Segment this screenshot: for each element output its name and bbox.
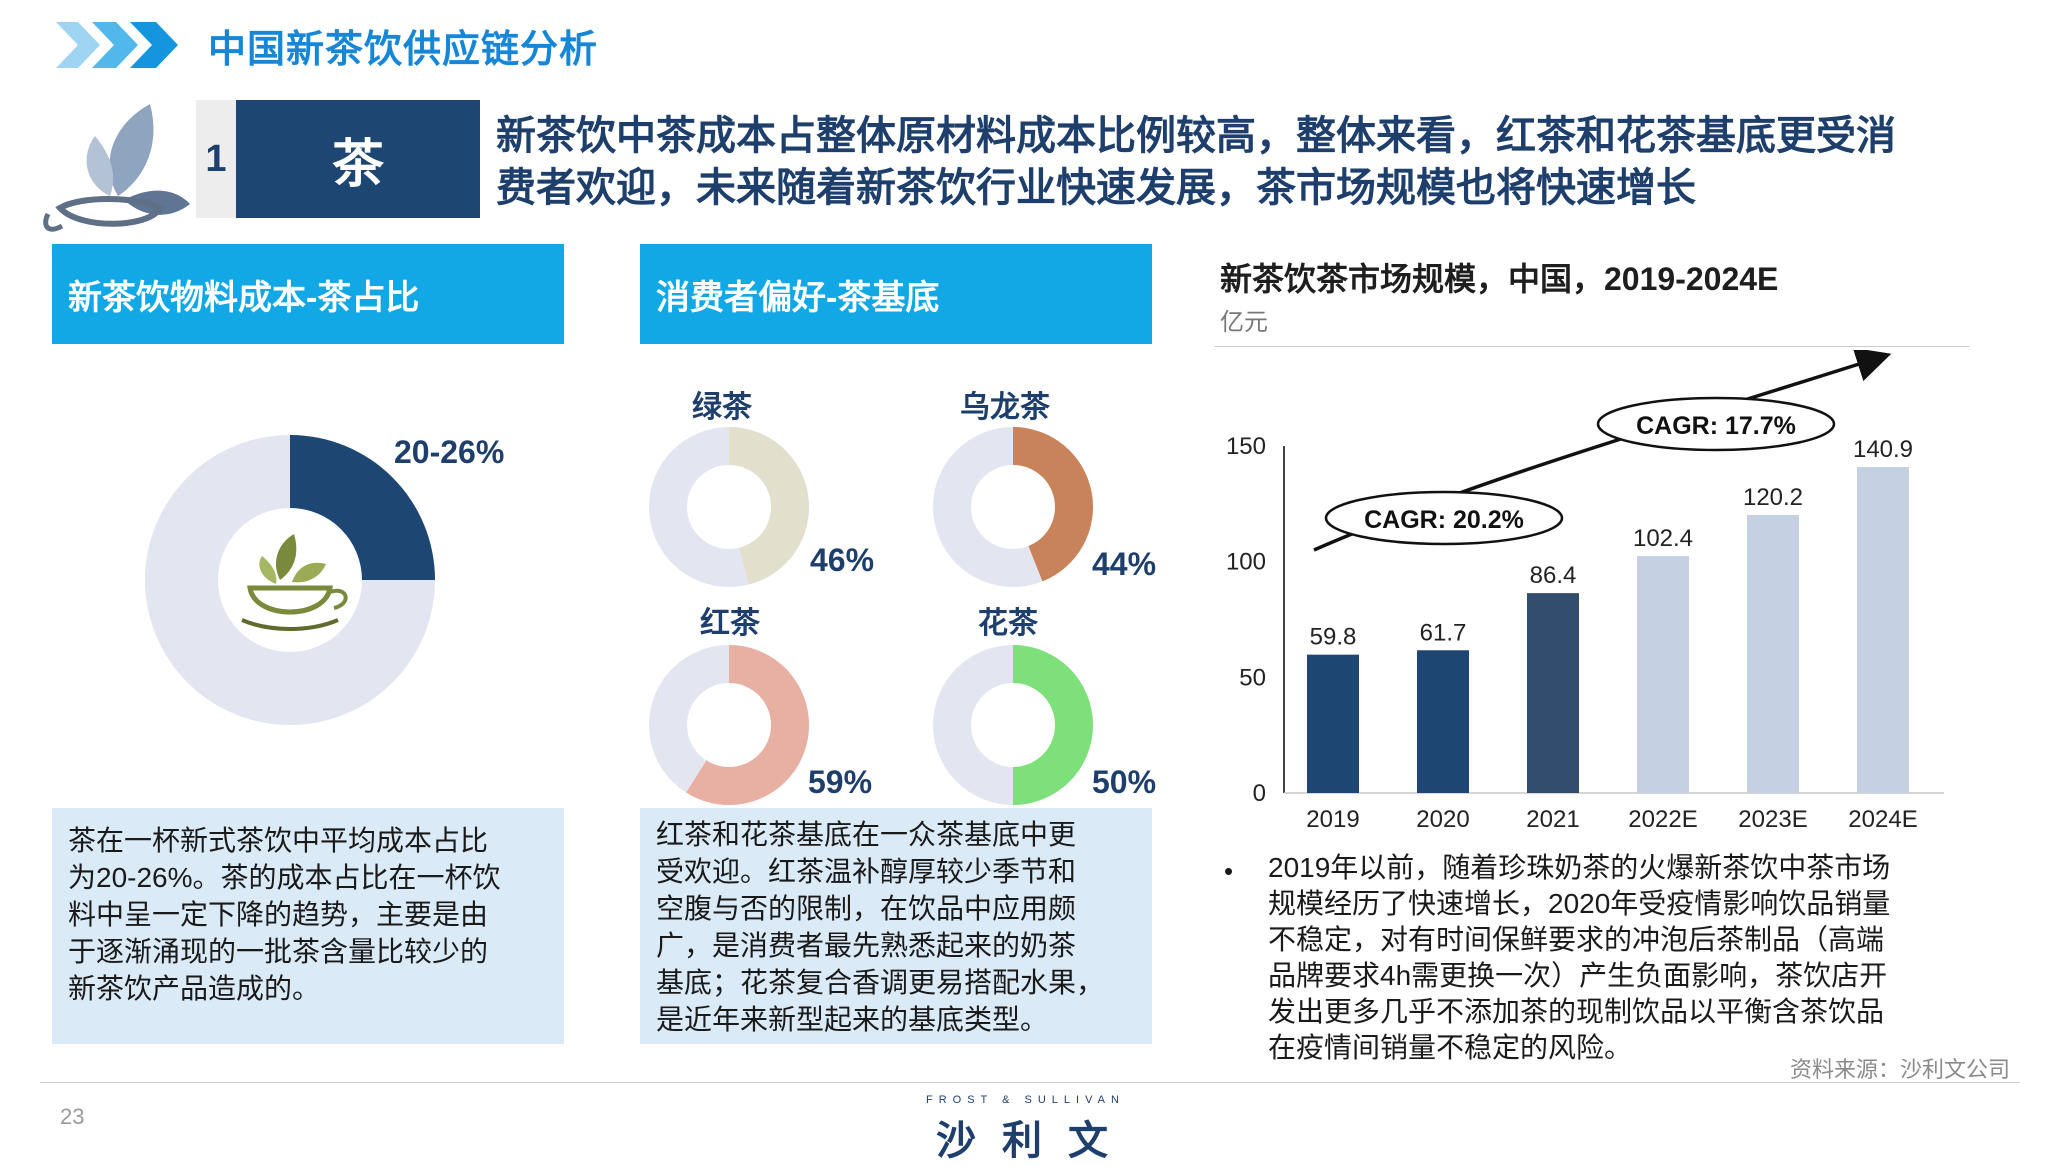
donut-pct-green-tea: 46% (810, 542, 875, 578)
panel2-text-line: 是近年来新型起来的基底类型。 (656, 1004, 1049, 1035)
donut-black-tea (649, 645, 809, 805)
bar-2020 (1417, 650, 1469, 793)
page-title: 中国新茶饮供应链分析 (208, 29, 599, 71)
commentary-line: 在疫情间销量不稳定的风险。 (1268, 1032, 1633, 1063)
cagr-label-2: CAGR: 17.7% (1636, 412, 1796, 440)
panel2-text-line: 受欢迎。红茶温补醇厚较少季节和 (656, 856, 1077, 887)
x-tick-label: 2024E (1848, 806, 1917, 833)
donut-label-black-tea: 红茶 (700, 607, 760, 640)
bar-2024E (1857, 467, 1909, 793)
donut-label-flower-tea: 花茶 (978, 607, 1038, 640)
market-size-bar-chart: 0 50 100 150 2019 2020 2021 2022E 2023E 2024E 59… (1226, 350, 1944, 833)
panel1-text-line: 于逐渐涌现的一批茶含量比较少的 (68, 936, 489, 967)
headline-line-2: 费者欢迎，未来随着新茶饮行业快速发展，茶市场规模也将快速增长 (496, 166, 1696, 210)
logo-english: FROST & SULLIVAN (926, 1094, 1125, 1106)
tea-leaf-logo-icon (43, 104, 190, 232)
donut-flower-tea (933, 645, 1093, 805)
panel1-text-line: 茶在一杯新式茶饮中平均成本占比 (68, 825, 489, 856)
bar-2021 (1527, 593, 1579, 793)
bar-2023E (1747, 514, 1799, 793)
donut-label-green-tea: 绿茶 (692, 391, 752, 424)
cagr-ellipse-2 (1596, 396, 1836, 452)
teacup-icon (241, 534, 348, 631)
bar-2019 (1307, 654, 1359, 793)
bar-value-label: 59.8 (1310, 624, 1357, 651)
page-number: 23 (60, 1104, 85, 1129)
bullet-dot-icon: • (1224, 856, 1234, 886)
x-tick-label: 2022E (1628, 806, 1697, 833)
panel2-title: 消费者偏好-茶基底 (640, 244, 1152, 344)
donut-pct-oolong: 44% (1092, 546, 1157, 582)
commentary-line: 品牌要求4h需更换一次）产生负面影响，茶饮店开 (1268, 960, 1888, 991)
cagr-label-1: CAGR: 20.2% (1364, 506, 1524, 534)
panel1-title: 新茶饮物料成本-茶占比 (52, 244, 564, 344)
panel2-text-line: 基底；花茶复合香调更易搭配水果， (656, 967, 1105, 998)
bar-value-label: 61.7 (1420, 619, 1467, 646)
pie-slice-label: 20-26% (394, 434, 505, 470)
y-tick-label: 0 (1253, 780, 1266, 807)
bar-value-label: 102.4 (1633, 525, 1693, 552)
header-chevrons-icon (56, 22, 178, 68)
donut-pct-black-tea: 59% (808, 764, 873, 800)
headline: 新茶饮中茶成本占整体原材料成本比例较高，整体来看，红茶和花茶基底更受消 费者欢迎… (496, 110, 2016, 214)
donut-pct-flower-tea: 50% (1092, 764, 1157, 800)
commentary-line: 2019年以前，随着珍珠奶茶的火爆新茶饮中茶市场 (1268, 852, 1891, 883)
headline-line-1: 新茶饮中茶成本占整体原材料成本比例较高，整体来看，红茶和花茶基底更受消 (496, 114, 1896, 158)
x-tick-label: 2020 (1416, 806, 1469, 833)
bar-value-label: 120.2 (1743, 484, 1803, 511)
x-tick-label: 2023E (1738, 806, 1807, 833)
chart-title: 新茶饮茶市场规模，中国，2019-2024E (1220, 261, 1779, 297)
y-tick-label: 100 (1226, 549, 1266, 576)
bar-value-label: 86.4 (1530, 562, 1577, 589)
x-tick-label: 2019 (1306, 806, 1359, 833)
panel1-text-line: 为20-26%。茶的成本占比在一杯饮 (68, 862, 501, 893)
bar-value-label: 140.9 (1853, 436, 1913, 463)
footer-divider (40, 1082, 2020, 1083)
pie-hole (218, 508, 362, 652)
tea-share-pie-chart (145, 435, 435, 725)
panel2-text-line: 空腹与否的限制，在饮品中应用颇 (656, 893, 1077, 924)
chart-unit: 亿元 (1220, 309, 1268, 336)
panel2-textbox: 红茶和花茶基底在一众茶基底中更 受欢迎。红茶温补醇厚较少季节和 空腹与否的限制，… (640, 808, 1152, 1044)
commentary-line: 发出更多几乎不添加茶的现制饮品以平衡含茶饮品 (1268, 996, 1885, 1027)
section-number: 1 (196, 100, 236, 218)
panel2-text-line: 广，是消费者最先熟悉起来的奶茶 (656, 930, 1077, 961)
panel2-text-line: 红茶和花茶基底在一众茶基底中更 (656, 819, 1077, 850)
source-note: 资料来源：沙利文公司 (1790, 1057, 2011, 1082)
chart-commentary: 2019年以前，随着珍珠奶茶的火爆新茶饮中茶市场 规模经历了快速增长，2020年… (1268, 850, 1968, 1066)
section-label: 茶 (236, 100, 480, 218)
donut-label-oolong: 乌龙茶 (960, 391, 1050, 424)
bar-2022E (1637, 556, 1689, 793)
cagr-ellipse-1 (1324, 490, 1564, 546)
donut-oolong (933, 427, 1093, 587)
panel1-text-line: 料中呈一定下降的趋势，主要是由 (68, 899, 489, 930)
y-tick-label: 50 (1239, 664, 1266, 691)
commentary-line: 规模经历了快速增长，2020年受疫情影响饮品销量 (1268, 888, 1891, 919)
commentary-line: 不稳定，对有时间保鲜要求的冲泡后茶制品（高端 (1268, 924, 1885, 955)
x-tick-label: 2021 (1526, 806, 1579, 833)
panel1-textbox: 茶在一杯新式茶饮中平均成本占比 为20-26%。茶的成本占比在一杯饮 料中呈一定… (52, 808, 564, 1044)
y-tick-label: 150 (1226, 433, 1266, 460)
panel1-text-line: 新茶饮产品造成的。 (68, 973, 321, 1004)
logo-chinese: 沙利文 (936, 1119, 1134, 1163)
donut-green-tea (649, 427, 809, 587)
chart-title-divider (1214, 346, 1970, 347)
